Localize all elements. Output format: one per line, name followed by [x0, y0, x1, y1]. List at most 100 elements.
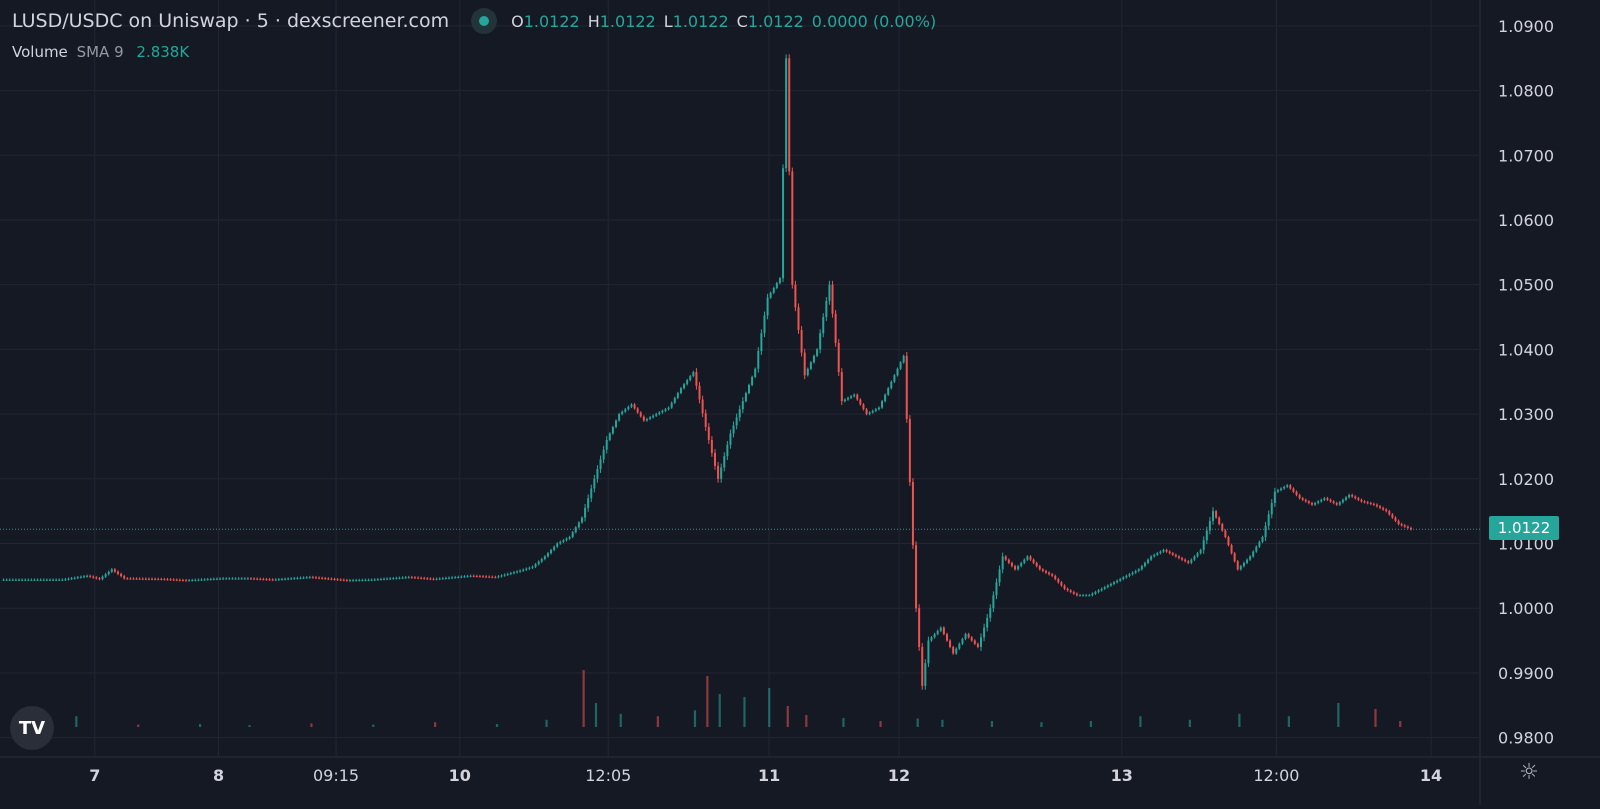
candle-body — [577, 522, 580, 528]
candle-body — [166, 579, 169, 581]
candle-body — [1236, 561, 1239, 570]
x-tick-label: 13 — [1111, 766, 1133, 785]
candle-body — [896, 368, 899, 376]
candle-body — [825, 300, 828, 318]
volume-bar — [786, 706, 789, 727]
candle-body — [775, 283, 778, 288]
candle-body — [135, 578, 138, 580]
candle-body — [1196, 553, 1199, 557]
candle-body — [1227, 537, 1230, 546]
candle-body — [392, 578, 395, 580]
volume-bar — [718, 694, 721, 727]
candle-body — [1190, 559, 1193, 563]
candle-body — [299, 577, 302, 579]
candle-body — [769, 292, 772, 298]
candle-body — [466, 576, 469, 578]
volume-bar — [594, 703, 598, 727]
y-tick-label: 1.0300 — [1498, 405, 1554, 424]
candle-body — [692, 372, 695, 377]
volume-bar — [545, 719, 548, 727]
candle-body — [379, 579, 382, 581]
candle-body — [147, 578, 150, 580]
candle-body — [1072, 592, 1075, 594]
candle-body — [667, 407, 670, 410]
candle-body — [126, 578, 129, 580]
candle-body — [45, 579, 48, 581]
candle-body — [8, 579, 11, 581]
candle-body — [809, 362, 812, 369]
candle-body — [290, 578, 293, 580]
volume-bar — [495, 724, 499, 727]
candle-body — [284, 578, 287, 580]
status-indicator[interactable] — [471, 8, 498, 34]
candle-body — [1140, 566, 1143, 570]
volume-bar — [1337, 703, 1340, 727]
volume-bar — [1139, 716, 1142, 727]
candle-body — [401, 577, 404, 579]
candle-body — [76, 577, 79, 579]
candle-body — [754, 368, 757, 377]
candle-body — [1276, 490, 1279, 492]
candle-body — [645, 418, 648, 421]
volume-bar — [941, 719, 944, 727]
candle-body — [336, 579, 339, 581]
candle-body — [661, 410, 664, 413]
candle-body — [596, 469, 599, 479]
low-label: L — [663, 11, 673, 31]
candle-body — [404, 577, 407, 579]
candle-body — [1406, 526, 1409, 528]
candle-body — [986, 617, 989, 628]
candle-body — [444, 577, 447, 579]
candle-body — [429, 578, 432, 580]
candle-body — [24, 579, 27, 581]
candle-body — [512, 572, 515, 574]
candle-body — [460, 576, 463, 578]
volume-bar — [706, 676, 709, 727]
candle-body — [1125, 575, 1128, 578]
volume-bar — [198, 724, 202, 727]
candle-body — [246, 578, 249, 580]
candle-body — [1261, 537, 1264, 542]
candle-body — [1332, 501, 1335, 504]
candle-body — [1323, 498, 1326, 500]
candle-body — [228, 578, 231, 580]
candle-body — [1026, 556, 1029, 560]
candle-body — [958, 643, 961, 649]
candle-body — [537, 561, 540, 565]
candle-body — [262, 579, 265, 581]
candle-body — [834, 313, 837, 343]
candle-body — [543, 556, 546, 560]
candle-body — [373, 579, 376, 581]
candle-body — [964, 634, 967, 639]
candle-body — [1041, 569, 1044, 571]
candle-body — [1329, 499, 1332, 502]
candle-body — [1357, 498, 1360, 500]
candle-body — [1292, 488, 1295, 492]
status-dot-icon — [479, 16, 490, 26]
candle-body — [1150, 556, 1153, 560]
candle-body — [1075, 593, 1078, 596]
volume-bar — [372, 724, 375, 727]
candle-body — [1109, 583, 1112, 586]
tradingview-logo-icon[interactable]: TV — [10, 706, 54, 750]
candle-body — [1060, 582, 1063, 586]
candle-body — [129, 578, 132, 580]
candle-body — [398, 577, 401, 579]
candle-body — [550, 549, 553, 554]
candle-body — [376, 579, 379, 581]
candle-body — [1394, 517, 1397, 521]
candle-body — [794, 284, 797, 308]
y-tick-label: 0.9800 — [1498, 729, 1554, 748]
gear-icon[interactable]: ☼ — [1519, 760, 1539, 785]
candle-body — [472, 575, 475, 577]
candle-body — [1017, 566, 1020, 570]
candle-body — [1134, 570, 1137, 573]
candle-body — [151, 578, 154, 580]
candle-body — [729, 433, 732, 445]
candle-body — [995, 582, 998, 596]
volume-bar — [916, 718, 919, 727]
candle-body — [33, 579, 36, 581]
candle-body — [1403, 525, 1406, 527]
